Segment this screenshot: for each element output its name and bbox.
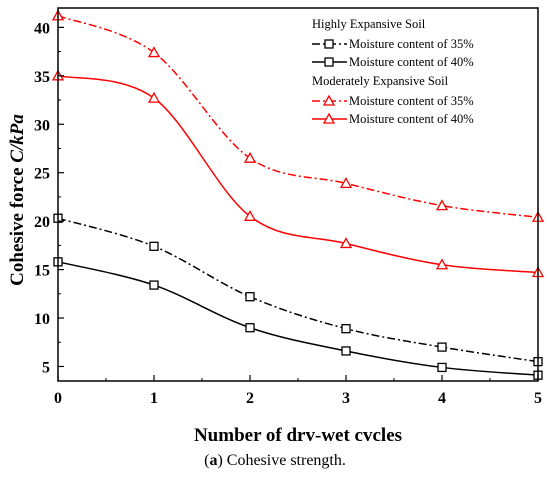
y-axis-title-plain: Cohesive force: [7, 163, 28, 286]
x-tick-label: 4: [438, 390, 446, 407]
axis-ticks: 0 1 2 3 4 5 5 10 15 20 25 30 35 40: [34, 20, 542, 407]
y-tick-label: 35: [34, 69, 50, 86]
series-line-0-1: [57, 261, 539, 376]
legend-group-title: Moderately Expansive Soil: [312, 74, 449, 88]
data-point-0-1: [437, 362, 447, 373]
data-point-0-0: [149, 241, 159, 251]
legend-marker: [324, 57, 334, 67]
x-tick-label: 5: [534, 390, 542, 407]
legend-marker: [324, 39, 334, 49]
legend: Highly Expansive Soil Moisture content of…: [312, 17, 474, 126]
y-tick-label: 15: [34, 263, 50, 280]
x-tick-label: 0: [54, 390, 62, 407]
y-tick-label: 40: [34, 20, 50, 37]
figure-caption: (a) Cohesive strength.: [0, 452, 550, 470]
data-point-1-1: [147, 91, 161, 103]
data-point-1-0: [339, 177, 353, 189]
data-point-1-0: [435, 199, 449, 211]
y-tick-label: 30: [34, 117, 50, 134]
y-tick-label: 10: [34, 311, 50, 328]
legend-entry: Moisture content of 35%: [349, 37, 474, 51]
legend-entry: Moisture content of 40%: [349, 112, 474, 126]
x-tick-label: 1: [150, 390, 158, 407]
data-point-1-1: [339, 237, 353, 249]
y-tick-label: 25: [34, 166, 50, 183]
data-point-0-0: [245, 292, 255, 302]
plot-lines: [57, 15, 539, 376]
legend-entry: Moisture content of 40%: [349, 55, 474, 69]
caption-prefix: (: [204, 452, 210, 469]
y-axis-title: Cohesive force C/kPa: [7, 114, 28, 286]
legend-group-title: Highly Expansive Soil: [312, 17, 426, 31]
legend-marker: [322, 112, 336, 124]
legend-entry: Moisture content of 35%: [349, 94, 474, 108]
y-tick-label: 5: [42, 359, 50, 376]
series-line-0-0: [57, 217, 539, 363]
data-point-0-1: [245, 323, 255, 333]
data-point-0-1: [149, 280, 159, 290]
caption-letter: a: [209, 452, 218, 469]
data-point-1-0: [243, 151, 257, 163]
y-axis-title-italic: C/kPa: [7, 114, 28, 163]
data-point-0-0: [437, 342, 447, 352]
chart: 0 1 2 3 4 5 5 10 15 20 25 30 35 40 Highly Expansive S…: [7, 7, 545, 446]
data-point-1-0: [147, 46, 161, 58]
data-point-1-1: [243, 209, 257, 221]
x-tick-label: 3: [342, 390, 350, 407]
legend-marker: [322, 94, 336, 106]
x-axis-title: Number of drv-wet cvcles: [194, 425, 402, 446]
data-point-0-0: [341, 324, 351, 334]
data-point-1-1: [435, 258, 449, 270]
x-tick-label: 2: [246, 390, 254, 407]
y-tick-label: 20: [34, 214, 50, 231]
caption-suffix: ) Cohesive strength.: [217, 452, 346, 469]
data-point-0-1: [341, 346, 351, 356]
